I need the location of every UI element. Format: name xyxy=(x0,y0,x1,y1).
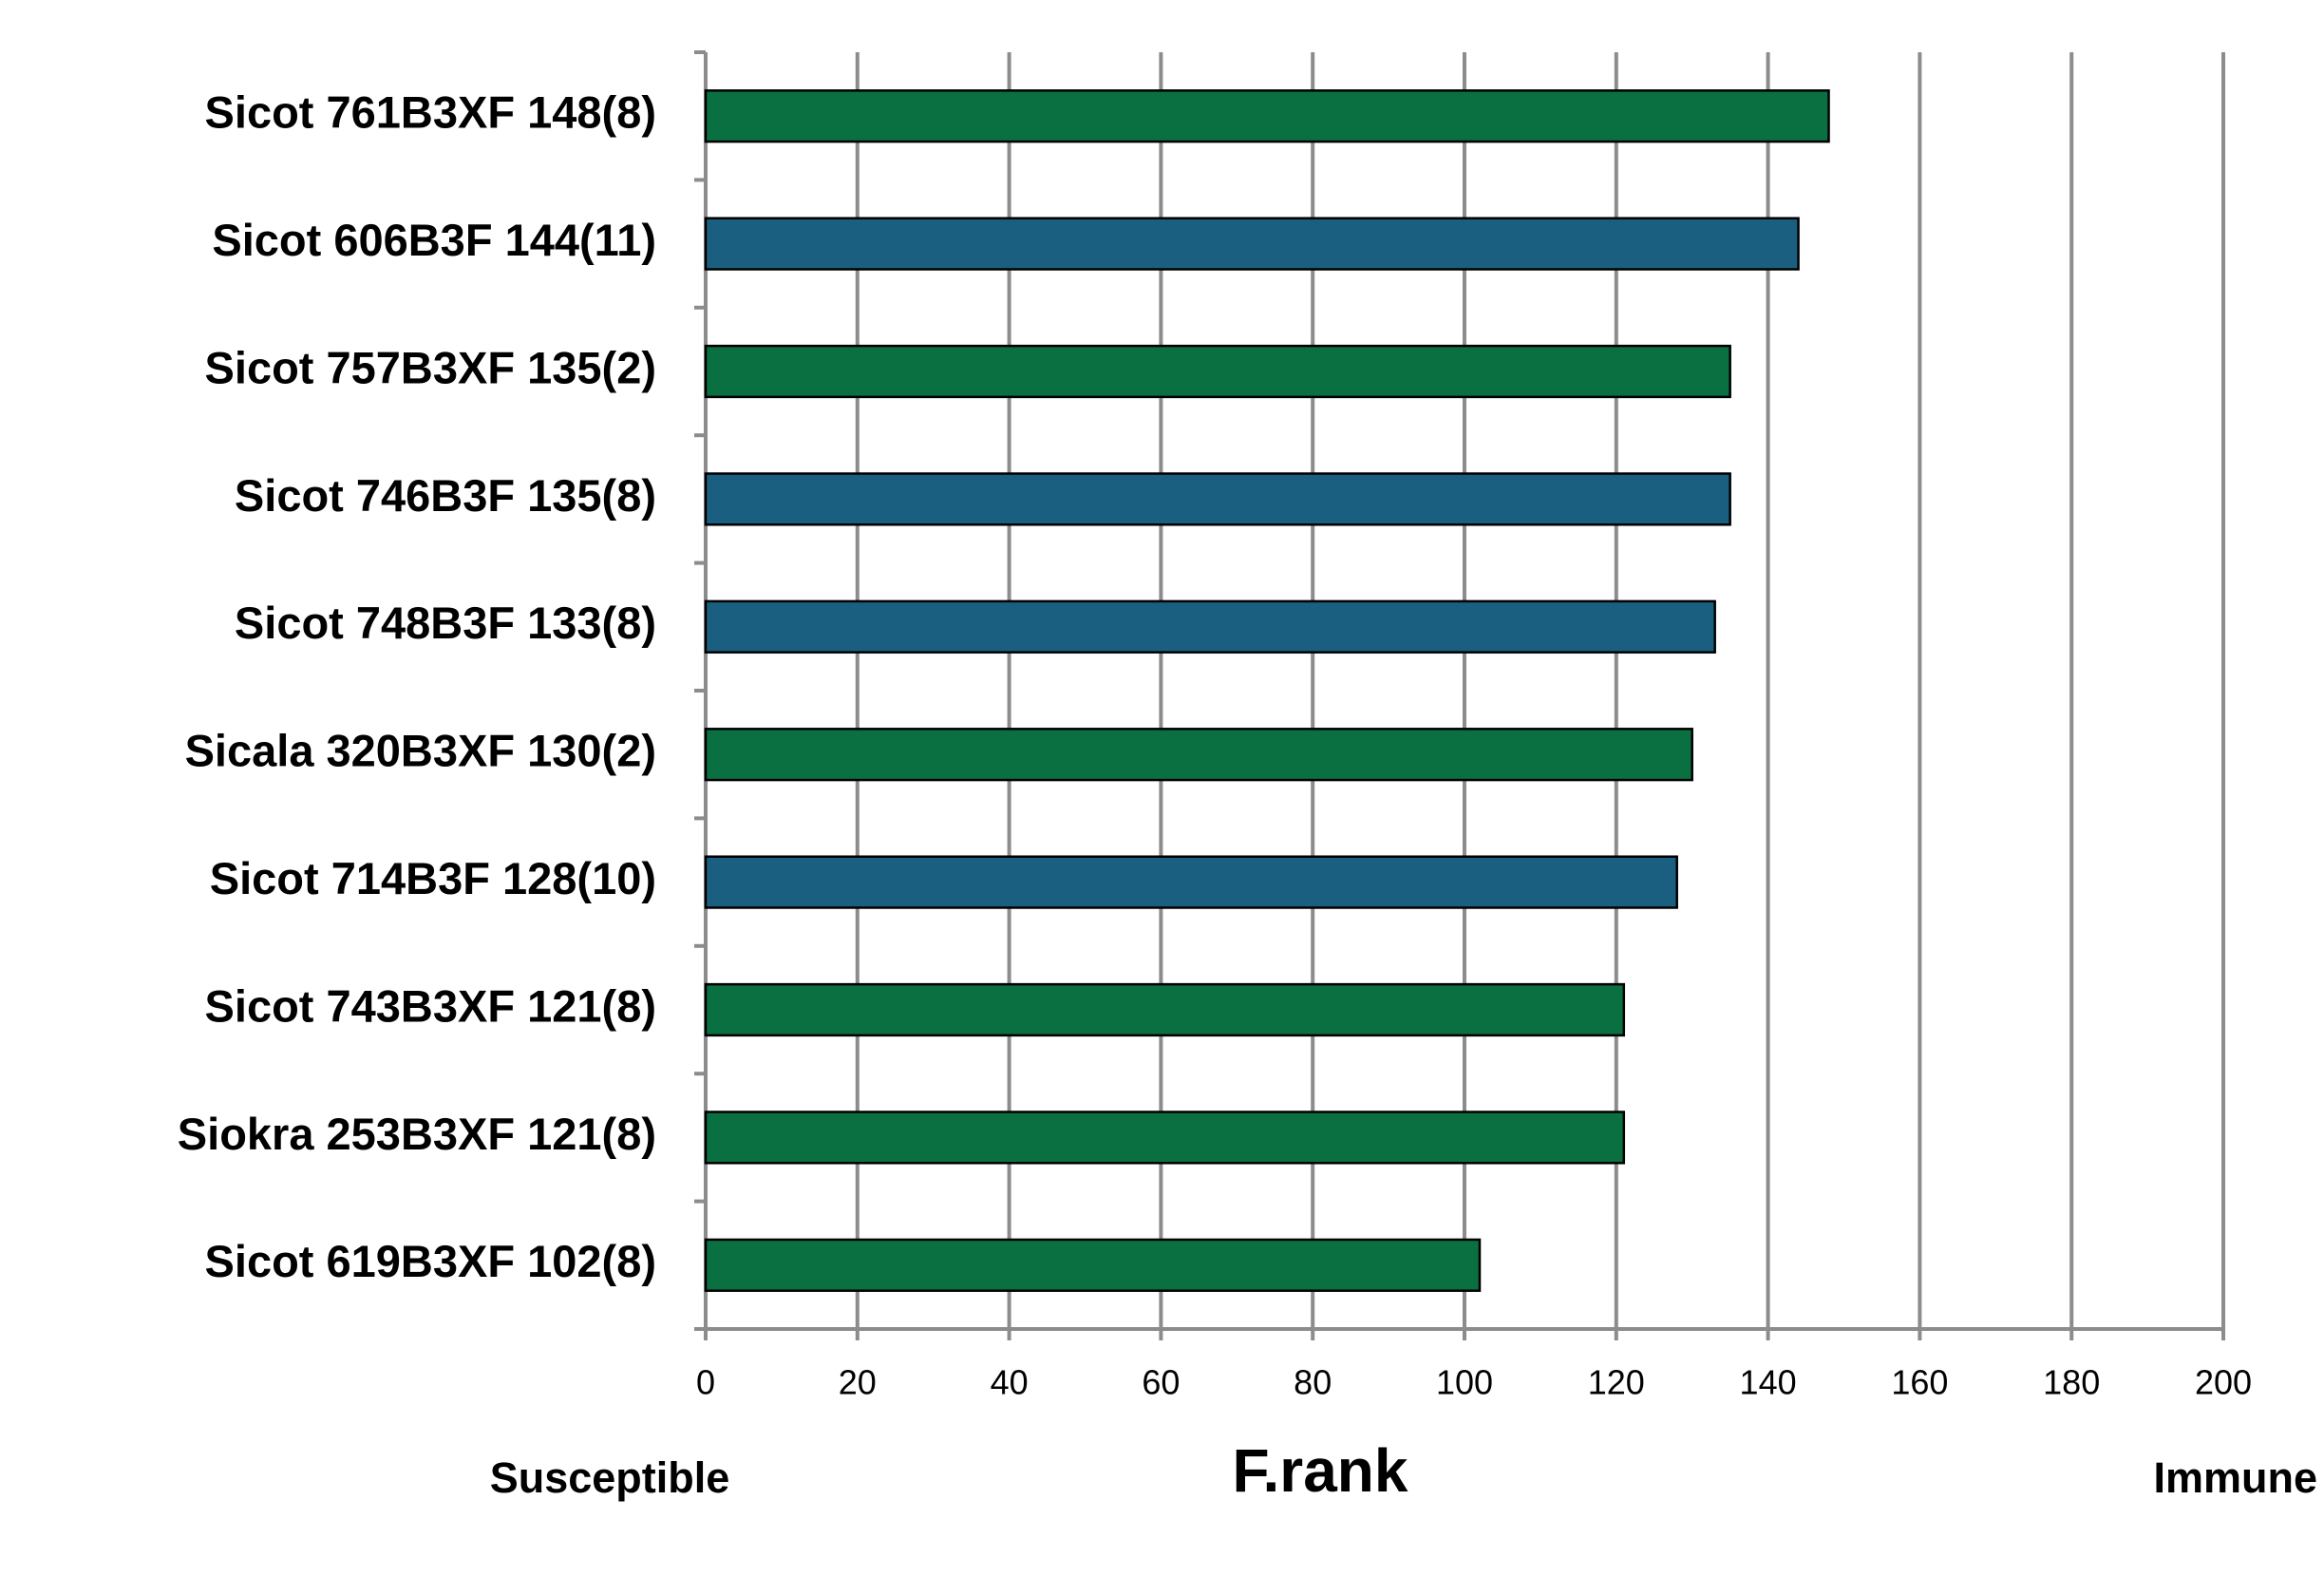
x-tick-label: 40 xyxy=(991,1363,1029,1402)
x-tick-label: 160 xyxy=(1891,1363,1948,1402)
y-tick-label: Sicala 320B3XF 130(2) xyxy=(185,726,656,776)
bar xyxy=(704,89,1830,143)
x-tick-label: 60 xyxy=(1142,1363,1180,1402)
y-tick-label: Sicot 714B3F 128(10) xyxy=(210,853,656,903)
y-tick-label: Sicot 757B3XF 135(2) xyxy=(205,342,656,392)
y-tick-label: Sicot 746B3F 135(8) xyxy=(235,470,656,521)
y-tick-label: Siokra 253B3XF 121(8) xyxy=(178,1109,656,1159)
bar xyxy=(704,599,1716,654)
bar xyxy=(704,472,1731,526)
x-tick-label: 120 xyxy=(1588,1363,1645,1402)
annotation: Susceptible xyxy=(490,1453,730,1502)
y-tick-label: Sicot 619B3XF 102(8) xyxy=(205,1236,656,1286)
y-tick-label: Sicot 761B3XF 148(8) xyxy=(205,87,656,138)
bar xyxy=(704,1111,1626,1165)
x-tick-label: 200 xyxy=(2195,1363,2252,1402)
x-tick-label: 0 xyxy=(696,1363,715,1402)
y-tick-label: Sicot 743B3XF 121(8) xyxy=(205,980,656,1031)
bar xyxy=(704,344,1731,399)
bar xyxy=(704,855,1678,909)
x-axis-label: F.rank xyxy=(1233,1436,1408,1505)
x-tick-label: 100 xyxy=(1436,1363,1493,1402)
x-tick-label: 140 xyxy=(1740,1363,1797,1402)
x-tick-label: 80 xyxy=(1294,1363,1332,1402)
x-tick-label: 180 xyxy=(2043,1363,2100,1402)
bar xyxy=(704,728,1693,782)
y-tick-label: Sicot 748B3F 133(8) xyxy=(235,598,656,648)
bar xyxy=(704,217,1800,271)
bar xyxy=(704,982,1626,1037)
bar xyxy=(704,1238,1482,1292)
x-tick-label: 20 xyxy=(839,1363,877,1402)
y-tick-label: Sicot 606B3F 144(11) xyxy=(212,215,656,265)
annotation: Immune xyxy=(2153,1453,2317,1502)
